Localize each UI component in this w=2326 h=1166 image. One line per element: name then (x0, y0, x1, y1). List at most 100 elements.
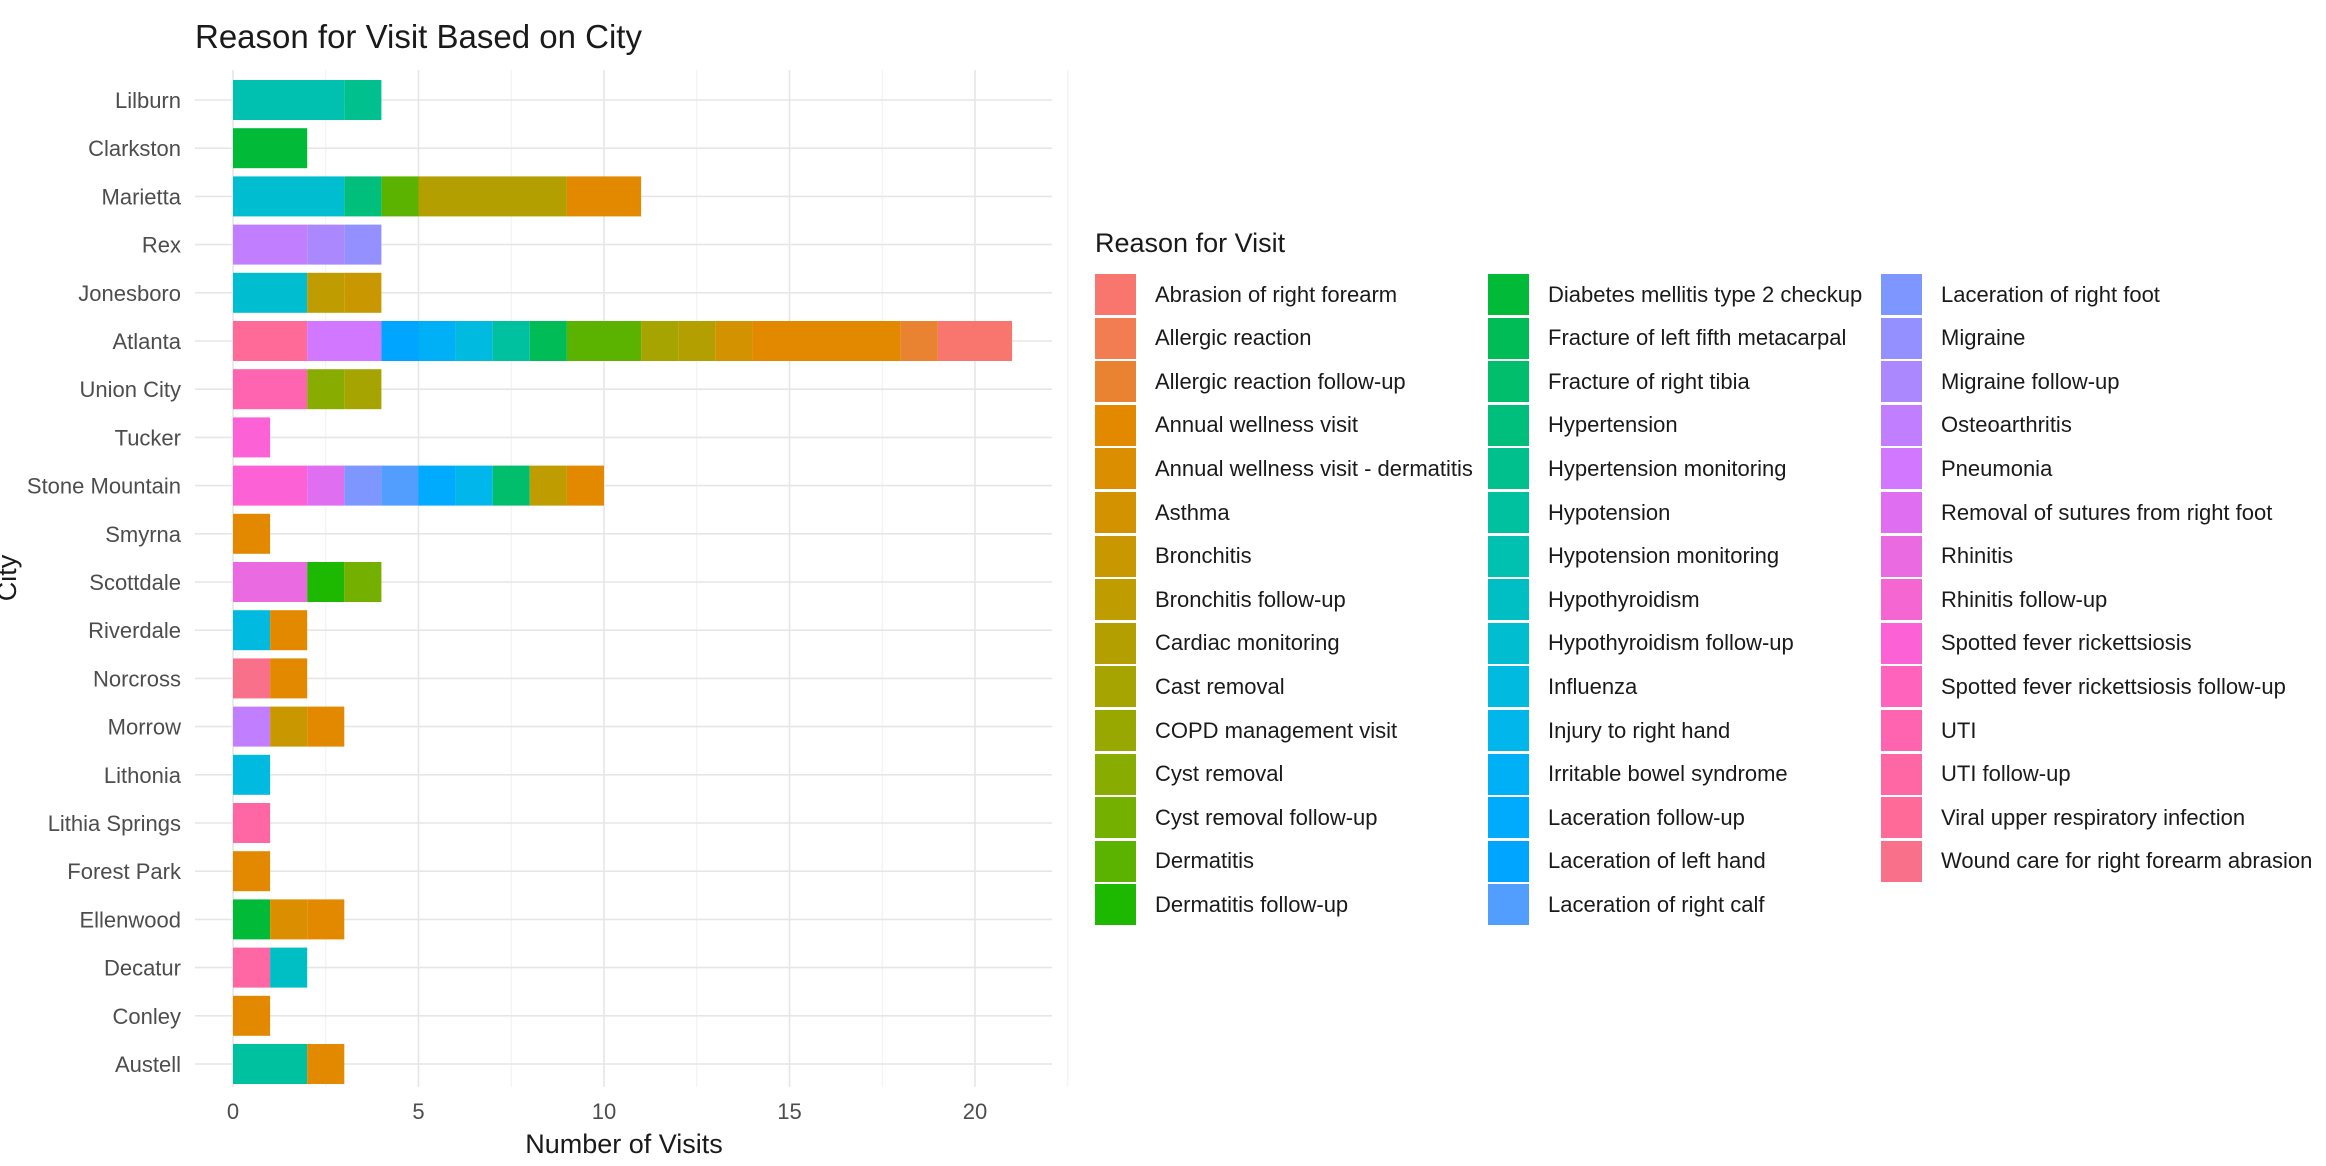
legend-label: Hypothyroidism (1548, 586, 1700, 612)
legend-item: Annual wellness visit (1095, 404, 1358, 447)
legend-label: Asthma (1155, 499, 1230, 525)
y-tick-label: Tucker (115, 425, 181, 450)
legend-item: Influenza (1488, 665, 1637, 708)
legend-key (1095, 710, 1136, 751)
y-tick-label: Morrow (108, 715, 181, 740)
y-tick-label: Marietta (102, 184, 182, 209)
legend-label: Laceration follow-up (1548, 804, 1745, 830)
legend-label: Viral upper respiratory infection (1941, 804, 2246, 830)
bar-segment (344, 272, 382, 313)
bar-segment (307, 465, 345, 506)
legend-key (1095, 448, 1136, 490)
legend-key (1881, 753, 1922, 795)
bar-segment (307, 1044, 345, 1084)
legend-item: Migraine follow-up (1881, 360, 2120, 403)
legend-label: Rhinitis (1941, 543, 2014, 569)
legend-key (1488, 492, 1529, 533)
legend-key (1488, 840, 1529, 882)
legend-item: Hypertension monitoring (1488, 447, 1786, 490)
bar-segment (233, 562, 308, 602)
legend-key (1881, 535, 1922, 577)
legend-key (1881, 797, 1922, 839)
legend-label: Fracture of left fifth metacarpal (1548, 325, 1847, 351)
legend-item: Cyst removal follow-up (1095, 796, 1378, 839)
bar-segment (233, 513, 271, 554)
legend-item: Hypothyroidism follow-up (1488, 622, 1794, 665)
bar-segment (233, 80, 345, 120)
legend-label: Hypotension monitoring (1548, 543, 1780, 569)
bar-segment (529, 321, 567, 361)
bar-segment (344, 369, 382, 410)
legend-key (1488, 535, 1529, 577)
legend-label: Hypotension (1548, 499, 1671, 525)
legend-item: Pneumonia (1881, 447, 2052, 490)
legend-label: Cyst removal (1155, 761, 1284, 787)
bar-segment (233, 1044, 308, 1084)
legend-label: Bronchitis follow-up (1155, 586, 1346, 612)
y-tick-label: Scottdale (89, 570, 181, 595)
bar-segment (270, 706, 308, 747)
legend-label: Annual wellness visit - dermatitis (1155, 455, 1473, 481)
legend-key (1488, 361, 1529, 403)
bar-segment (307, 706, 345, 747)
y-tick-label: Conley (113, 1004, 181, 1029)
legend-key (1095, 622, 1136, 664)
legend-item: Allergic reaction follow-up (1095, 360, 1406, 403)
bar-segment (381, 321, 419, 361)
bar-segment (233, 417, 271, 458)
bar-segment (233, 369, 308, 410)
bar-segment (344, 465, 382, 506)
legend-item: Allergic reaction (1095, 317, 1312, 360)
legend-key (1488, 666, 1529, 708)
legend-label: Laceration of left hand (1548, 848, 1766, 874)
legend-key (1488, 404, 1529, 446)
bar-segment (233, 176, 345, 217)
bar-segment (381, 465, 419, 506)
y-tick-label: Smyrna (105, 522, 182, 547)
legend-item: Injury to right hand (1488, 709, 1730, 752)
bar-segment (233, 224, 308, 265)
legend-label: Migraine follow-up (1941, 368, 2120, 394)
legend-label: COPD management visit (1155, 717, 1398, 743)
legend-key (1488, 797, 1529, 839)
legend-item: Laceration of right calf (1488, 883, 1764, 926)
legend-label: Dermatitis follow-up (1155, 891, 1349, 917)
legend-item: UTI (1881, 709, 1976, 752)
legend-item: Fracture of left fifth metacarpal (1488, 317, 1846, 360)
legend-label: Cast removal (1155, 673, 1285, 699)
legend-label: Laceration of right calf (1548, 891, 1765, 917)
legend-label: Laceration of right foot (1941, 281, 2160, 307)
legend-item: Cast removal (1095, 665, 1285, 708)
legend-item: Osteoarthritis (1881, 404, 2072, 447)
x-tick-label: 10 (592, 1099, 616, 1124)
legend-label: Wound care for right forearm abrasion (1941, 848, 2313, 874)
legend-item: COPD management visit (1095, 709, 1397, 752)
legend-label: Bronchitis (1155, 543, 1252, 569)
legend-key (1095, 274, 1136, 315)
legend-label: Allergic reaction (1155, 325, 1312, 351)
legend-item: Hypotension monitoring (1488, 535, 1779, 578)
legend-label: Pneumonia (1941, 455, 2053, 481)
legend-item: Bronchitis (1095, 535, 1252, 578)
legend-label: Hypertension (1548, 412, 1678, 438)
plot-area: Lilburn Clarkston Marietta Rex Jonesboro Atla… (0, 70, 1069, 1159)
bar-segment (529, 465, 567, 506)
legend-key (1881, 361, 1922, 403)
legend-key (1488, 579, 1529, 621)
legend-label: Cyst removal follow-up (1155, 804, 1378, 830)
legend-key (1881, 404, 1922, 446)
legend-label: UTI (1941, 717, 1977, 743)
legend-label: Hypothyroidism follow-up (1548, 630, 1794, 656)
y-tick-label: Riverdale (88, 618, 181, 643)
legend-key (1095, 492, 1136, 533)
legend-key (1488, 448, 1529, 490)
legend-item: Dermatitis (1095, 840, 1254, 883)
y-tick-label: Ellenwood (79, 907, 181, 932)
bar-segment (455, 465, 493, 506)
legend-item: Hypotension (1488, 491, 1670, 534)
bar-segment (307, 899, 345, 940)
y-tick-label: Rex (142, 233, 181, 258)
bar-segment (233, 947, 271, 988)
legend-label: Irritable bowel syndrome (1548, 761, 1788, 787)
x-tick-label: 0 (227, 1099, 239, 1124)
